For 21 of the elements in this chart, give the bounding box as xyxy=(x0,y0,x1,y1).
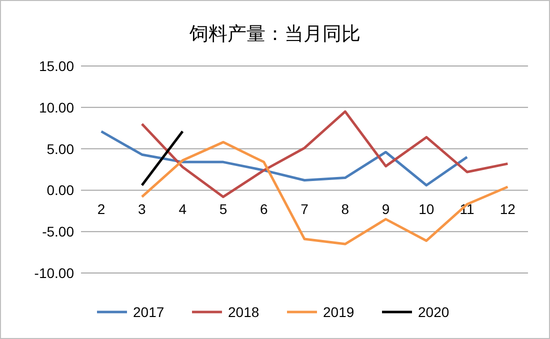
x-tick-label: 7 xyxy=(300,201,309,218)
legend-label: 2019 xyxy=(323,304,354,320)
legend-label: 2017 xyxy=(133,304,164,320)
x-tick-label: 10 xyxy=(418,201,434,218)
x-tick-label: 6 xyxy=(260,201,268,218)
x-tick-label: 3 xyxy=(138,201,146,218)
y-tick-label: 5.00 xyxy=(46,140,74,157)
legend-label: 2020 xyxy=(418,304,450,320)
y-tick-label: -10.00 xyxy=(34,265,74,281)
y-tick-label: 15.00 xyxy=(38,58,74,74)
x-tick-label: 9 xyxy=(382,201,390,218)
y-tick-label: 0.00 xyxy=(46,182,74,198)
x-tick-label: 4 xyxy=(178,201,187,218)
chart-title: 饲料产量：当月同比 xyxy=(188,24,360,45)
x-tick-label: 5 xyxy=(219,201,228,218)
legend-label: 2018 xyxy=(228,304,260,320)
y-tick-label: 10.00 xyxy=(38,99,74,116)
x-tick-label: 8 xyxy=(341,201,350,218)
x-tick-label: 12 xyxy=(500,201,516,218)
y-tick-label: -5.00 xyxy=(42,224,74,240)
x-tick-label: 2 xyxy=(97,201,106,218)
